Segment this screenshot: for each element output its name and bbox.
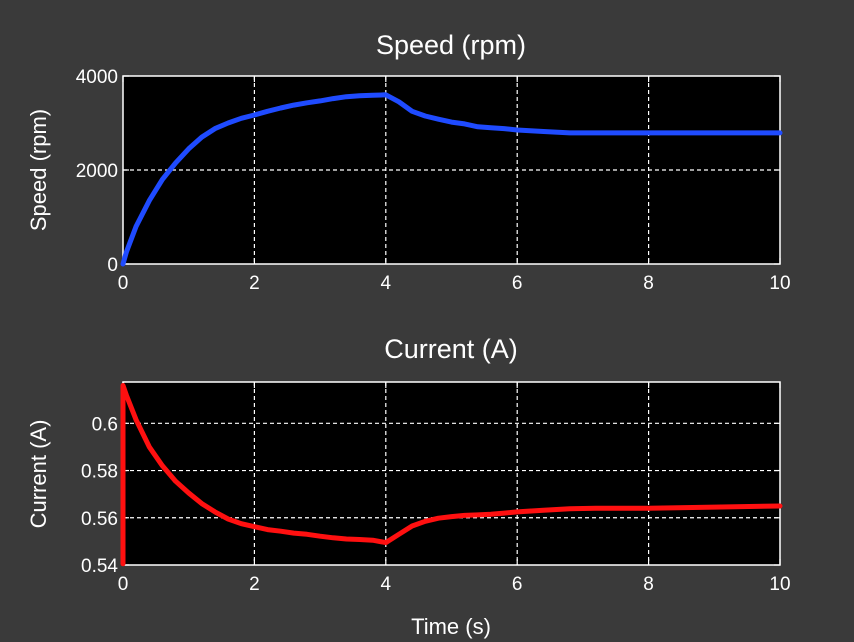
speed-ytick-label: 2000 — [76, 161, 118, 182]
speed-xtick-label: 6 — [512, 273, 523, 294]
current-xtick-label: 0 — [118, 574, 129, 595]
speed-xtick-label: 4 — [381, 273, 392, 294]
speed-grid — [123, 76, 780, 264]
speed-ytick-label: 4000 — [76, 67, 118, 88]
current-series-line — [120, 383, 783, 567]
speed-xtick-label: 0 — [118, 273, 129, 294]
speed-ylabel: Speed (rpm) — [26, 109, 51, 231]
current-xtick-label: 6 — [512, 574, 523, 595]
current-ylabel: Current (A) — [26, 420, 51, 529]
current-title: Current (A) — [384, 334, 518, 364]
current-ytick-label: 0.6 — [92, 414, 118, 435]
current-series — [120, 383, 783, 567]
current-xtick-label: 2 — [249, 574, 260, 595]
speed-xtick-label: 10 — [769, 273, 790, 294]
current-grid — [123, 382, 780, 565]
current-xtick-label: 4 — [381, 574, 392, 595]
current-ytick-label: 0.54 — [81, 556, 118, 577]
speed-ticks — [122, 75, 781, 265]
speed-series — [120, 92, 783, 267]
current-xtick-label: 8 — [643, 574, 654, 595]
speed-title: Speed (rpm) — [376, 30, 526, 60]
current-ytick-label: 0.56 — [81, 509, 118, 530]
current-ytick-label: 0.58 — [81, 462, 118, 483]
speed-xtick-label: 2 — [249, 273, 260, 294]
current-xlabel: Time (s) — [411, 614, 491, 639]
speed-xtick-label: 8 — [643, 273, 654, 294]
speed-ytick-label: 0 — [107, 255, 118, 276]
current-plot-area — [122, 381, 781, 566]
current-panel: Current (A) 0 2 4 6 8 10 0.54 0.56 0.58 0.6 Curre… — [26, 334, 791, 639]
speed-tick-labels: 0 2 4 6 8 10 0 2000 4000 — [76, 67, 791, 294]
speed-series-line — [120, 92, 783, 267]
speed-panel: Speed (rpm) 0 2 4 6 8 10 0 2000 4000 Speed (rpm) — [26, 30, 791, 294]
current-tick-labels: 0 2 4 6 8 10 0.54 0.56 0.58 0.6 — [81, 414, 791, 595]
current-xtick-label: 10 — [769, 574, 790, 595]
